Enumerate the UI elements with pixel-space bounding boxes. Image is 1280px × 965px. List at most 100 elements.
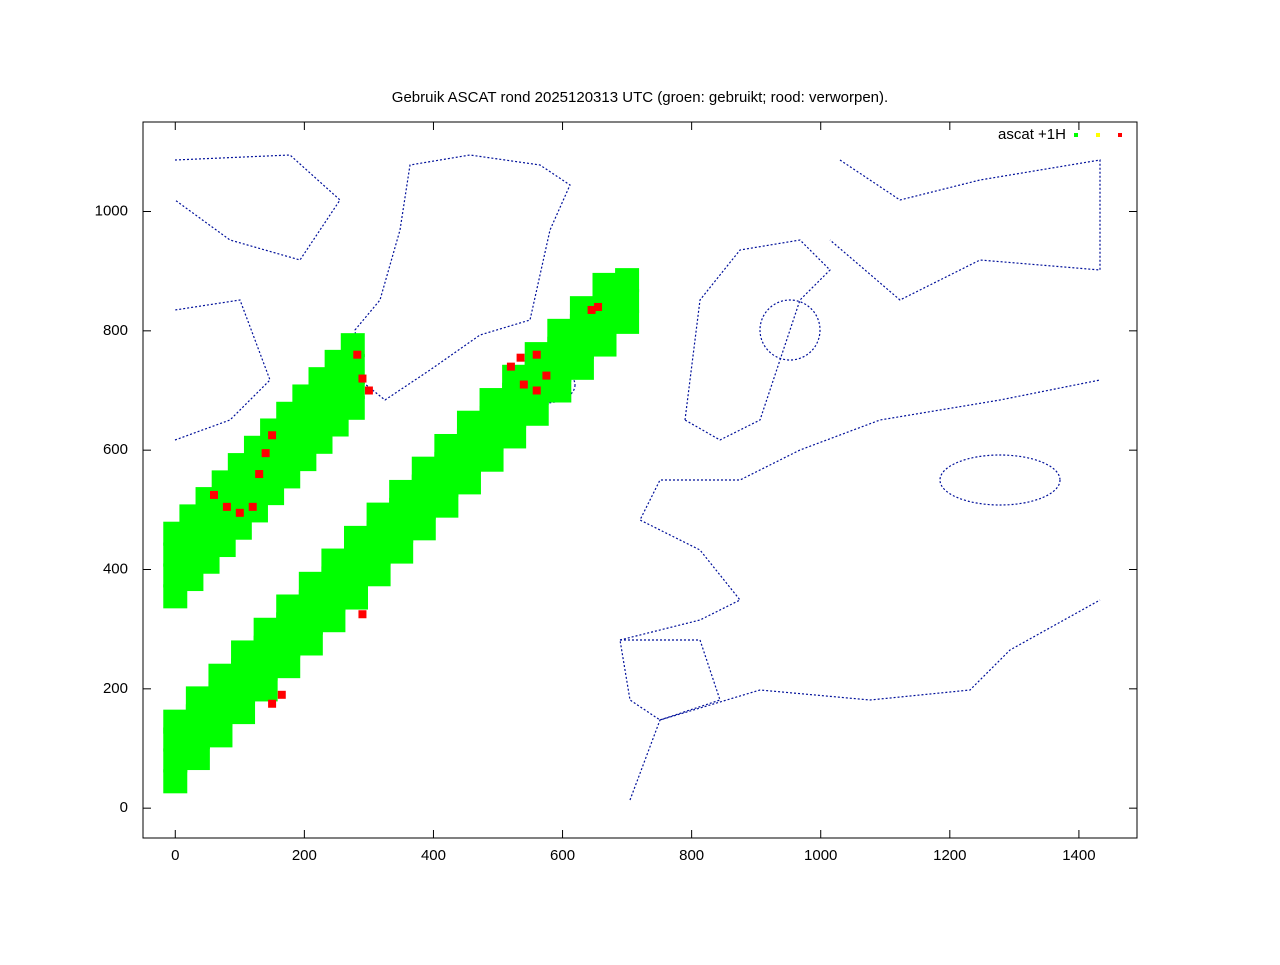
point bbox=[479, 447, 504, 472]
point bbox=[502, 403, 527, 428]
x-tick-label: 0 bbox=[171, 847, 179, 864]
x-tick-label: 1200 bbox=[933, 847, 966, 864]
point bbox=[276, 633, 301, 658]
point bbox=[411, 495, 436, 520]
point bbox=[276, 594, 301, 619]
point bbox=[163, 709, 188, 734]
point bbox=[276, 654, 301, 679]
point bbox=[208, 663, 233, 688]
point bbox=[592, 272, 617, 297]
point bbox=[516, 353, 525, 362]
point bbox=[366, 562, 391, 587]
legend-marker bbox=[1074, 133, 1078, 137]
point bbox=[434, 493, 459, 518]
point bbox=[268, 431, 277, 440]
point bbox=[185, 746, 210, 771]
point bbox=[353, 350, 362, 359]
y-tick-label: 1000 bbox=[95, 202, 128, 219]
point bbox=[185, 725, 210, 750]
plot-frame bbox=[142, 121, 1138, 839]
point bbox=[321, 548, 346, 573]
point bbox=[231, 640, 256, 665]
map-coastlines bbox=[174, 154, 1101, 801]
point bbox=[592, 332, 617, 357]
point bbox=[163, 769, 188, 794]
point bbox=[411, 516, 436, 541]
point bbox=[547, 378, 572, 403]
point bbox=[358, 374, 367, 383]
point bbox=[231, 679, 256, 704]
point bbox=[298, 631, 323, 656]
point bbox=[592, 311, 617, 336]
legend-marker bbox=[1096, 133, 1100, 137]
point bbox=[298, 571, 323, 596]
point bbox=[411, 456, 436, 481]
x-tick-label: 400 bbox=[421, 847, 446, 864]
point bbox=[208, 702, 233, 727]
point bbox=[344, 585, 368, 610]
point bbox=[268, 699, 277, 708]
point bbox=[502, 424, 527, 449]
x-tick-label: 200 bbox=[292, 847, 317, 864]
point bbox=[456, 410, 481, 435]
y-tick-label: 600 bbox=[103, 441, 128, 458]
point bbox=[524, 401, 549, 426]
y-tick-label: 200 bbox=[103, 680, 128, 697]
point bbox=[255, 470, 264, 479]
point bbox=[366, 502, 391, 527]
point bbox=[434, 472, 459, 497]
point bbox=[547, 318, 572, 343]
point bbox=[235, 508, 244, 517]
point bbox=[231, 700, 256, 725]
point bbox=[569, 334, 594, 359]
point bbox=[253, 677, 278, 702]
legend-marker bbox=[1118, 133, 1122, 137]
point bbox=[547, 357, 572, 382]
point bbox=[321, 608, 346, 633]
point bbox=[248, 502, 257, 511]
point bbox=[253, 656, 278, 681]
point bbox=[163, 748, 188, 773]
x-tick-label: 1000 bbox=[804, 847, 837, 864]
point bbox=[456, 470, 481, 495]
point bbox=[277, 690, 286, 699]
point bbox=[185, 686, 210, 711]
point bbox=[344, 564, 368, 589]
point bbox=[615, 309, 640, 334]
point bbox=[321, 587, 346, 612]
point bbox=[366, 541, 391, 566]
point bbox=[208, 723, 233, 748]
point bbox=[434, 433, 459, 458]
point bbox=[479, 388, 504, 413]
point bbox=[389, 479, 414, 504]
point bbox=[532, 350, 541, 359]
point bbox=[569, 355, 594, 380]
chart-title: Gebruik ASCAT rond 2025120313 UTC (groen… bbox=[392, 89, 888, 106]
point bbox=[587, 305, 596, 314]
point bbox=[298, 610, 323, 635]
point bbox=[479, 426, 504, 451]
point bbox=[344, 525, 368, 550]
point bbox=[506, 362, 515, 371]
legend-label: ascat +1H bbox=[998, 126, 1066, 143]
y-tick-label: 800 bbox=[103, 322, 128, 339]
x-tick-label: 600 bbox=[550, 847, 575, 864]
point bbox=[364, 386, 373, 395]
point bbox=[542, 371, 551, 380]
point bbox=[615, 268, 640, 293]
x-tick-label: 800 bbox=[679, 847, 704, 864]
point bbox=[594, 302, 603, 311]
point bbox=[389, 518, 414, 543]
point bbox=[456, 449, 481, 474]
y-tick-label: 0 bbox=[120, 799, 128, 816]
point bbox=[222, 502, 231, 511]
point bbox=[615, 289, 640, 313]
point bbox=[389, 539, 414, 564]
point bbox=[253, 617, 278, 642]
y-tick-label: 400 bbox=[103, 560, 128, 577]
point bbox=[358, 610, 367, 619]
point bbox=[261, 449, 270, 458]
point bbox=[519, 380, 528, 389]
